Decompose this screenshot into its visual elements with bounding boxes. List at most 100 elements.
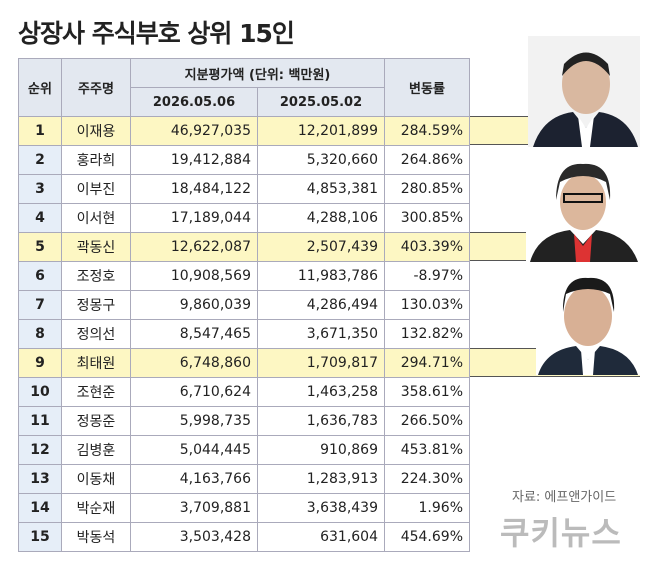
value-2025: 3,638,439: [257, 493, 385, 523]
value-2025: 4,853,381: [257, 174, 385, 204]
value-2025: 631,604: [257, 522, 385, 552]
value-2026: 17,189,044: [130, 203, 258, 233]
value-2026: 6,748,860: [130, 348, 258, 378]
shareholder: 이재용: [61, 116, 131, 146]
rank: 1: [18, 116, 62, 146]
header: 지분평가액 (단위: 백만원): [130, 58, 385, 88]
header: 변동률: [384, 58, 470, 117]
header: 2025.05.02: [257, 87, 385, 117]
value-2025: 1,709,817: [257, 348, 385, 378]
table-row: 1 이재용 46,927,035 12,201,899 284.59%: [18, 116, 470, 146]
shareholder: 박동석: [61, 522, 131, 552]
shareholder: 이부진: [61, 174, 131, 204]
shareholder: 홍라희: [61, 145, 131, 175]
value-2026: 18,484,122: [130, 174, 258, 204]
change: 280.85%: [384, 174, 470, 204]
value-2026: 10,908,569: [130, 261, 258, 291]
change: -8.97%: [384, 261, 470, 291]
rank: 13: [18, 464, 62, 494]
value-2025: 2,507,439: [257, 232, 385, 262]
photo: [536, 268, 640, 375]
table-row: 12 김병훈 5,044,445 910,869 453.81%: [18, 435, 470, 465]
rank: 15: [18, 522, 62, 552]
photo: [526, 152, 640, 262]
value-2026: 8,547,465: [130, 319, 258, 349]
rank: 6: [18, 261, 62, 291]
value-2026: 6,710,624: [130, 377, 258, 407]
shareholder: 정몽준: [61, 406, 131, 436]
change: 132.82%: [384, 319, 470, 349]
title: 상장사 주식부호 상위 15인: [18, 19, 295, 48]
change: 1.96%: [384, 493, 470, 523]
table-row: 9 최태원 6,748,860 1,709,817 294.71%: [18, 348, 470, 378]
rank: 7: [18, 290, 62, 320]
shareholder: 박순재: [61, 493, 131, 523]
table: 순위 주주명 지분평가액 (단위: 백만원) 변동률 2026.05.06 20…: [18, 58, 470, 552]
value-2025: 1,463,258: [257, 377, 385, 407]
table-row: 15 박동석 3,503,428 631,604 454.69%: [18, 522, 470, 552]
shareholder: 이서현: [61, 203, 131, 233]
shareholder: 김병훈: [61, 435, 131, 465]
table-row: 10 조현준 6,710,624 1,463,258 358.61%: [18, 377, 470, 407]
value-2025: 4,286,494: [257, 290, 385, 320]
rank: 4: [18, 203, 62, 233]
change: 454.69%: [384, 522, 470, 552]
change: 224.30%: [384, 464, 470, 494]
change: 403.39%: [384, 232, 470, 262]
change: 266.50%: [384, 406, 470, 436]
value-2025: 1,636,783: [257, 406, 385, 436]
rank: 11: [18, 406, 62, 436]
table-row: 13 이동채 4,163,766 1,283,913 224.30%: [18, 464, 470, 494]
change: 300.85%: [384, 203, 470, 233]
table-row: 6 조정호 10,908,569 11,983,786 -8.97%: [18, 261, 470, 291]
shareholder: 조현준: [61, 377, 131, 407]
value-2026: 19,412,884: [130, 145, 258, 175]
table-row: 4 이서현 17,189,044 4,288,106 300.85%: [18, 203, 470, 233]
shareholder: 조정호: [61, 261, 131, 291]
table-row: 5 곽동신 12,622,087 2,507,439 403.39%: [18, 232, 470, 262]
rank: 12: [18, 435, 62, 465]
header: 주주명: [61, 58, 131, 117]
value-2026: 12,622,087: [130, 232, 258, 262]
table-row: 3 이부진 18,484,122 4,853,381 280.85%: [18, 174, 470, 204]
shareholder: 정몽구: [61, 290, 131, 320]
table-row: 14 박순재 3,709,881 3,638,439 1.96%: [18, 493, 470, 523]
header: 2026.05.06: [130, 87, 258, 117]
value-2026: 5,044,445: [130, 435, 258, 465]
value-2025: 1,283,913: [257, 464, 385, 494]
change: 358.61%: [384, 377, 470, 407]
value-2025: 5,320,660: [257, 145, 385, 175]
change: 130.03%: [384, 290, 470, 320]
value-2026: 4,163,766: [130, 464, 258, 494]
table-row: 8 정의선 8,547,465 3,671,350 132.82%: [18, 319, 470, 349]
value-2025: 910,869: [257, 435, 385, 465]
source: 자료: 에프앤가이드: [512, 490, 617, 505]
value-2025: 11,983,786: [257, 261, 385, 291]
value-2025: 12,201,899: [257, 116, 385, 146]
rank: 8: [18, 319, 62, 349]
rank: 14: [18, 493, 62, 523]
header: 순위: [18, 58, 62, 117]
table-row: 2 홍라희 19,412,884 5,320,660 264.86%: [18, 145, 470, 175]
change: 264.86%: [384, 145, 470, 175]
value-2026: 5,998,735: [130, 406, 258, 436]
rank: 3: [18, 174, 62, 204]
shareholder: 이동채: [61, 464, 131, 494]
table-row: 11 정몽준 5,998,735 1,636,783 266.50%: [18, 406, 470, 436]
value-2026: 3,503,428: [130, 522, 258, 552]
change: 453.81%: [384, 435, 470, 465]
change: 294.71%: [384, 348, 470, 378]
table-body: 1 이재용 46,927,035 12,201,899 284.59% 2 홍라희 19,41…: [18, 116, 470, 552]
rank: 10: [18, 377, 62, 407]
table-row: 7 정몽구 9,860,039 4,286,494 130.03%: [18, 290, 470, 320]
value-2026: 9,860,039: [130, 290, 258, 320]
shareholder: 정의선: [61, 319, 131, 349]
shareholder: 최태원: [61, 348, 131, 378]
value-2026: 46,927,035: [130, 116, 258, 146]
value-2025: 4,288,106: [257, 203, 385, 233]
photo: [528, 36, 640, 147]
value-2025: 3,671,350: [257, 319, 385, 349]
rank: 9: [18, 348, 62, 378]
brand: 쿠키뉴스: [500, 514, 622, 552]
